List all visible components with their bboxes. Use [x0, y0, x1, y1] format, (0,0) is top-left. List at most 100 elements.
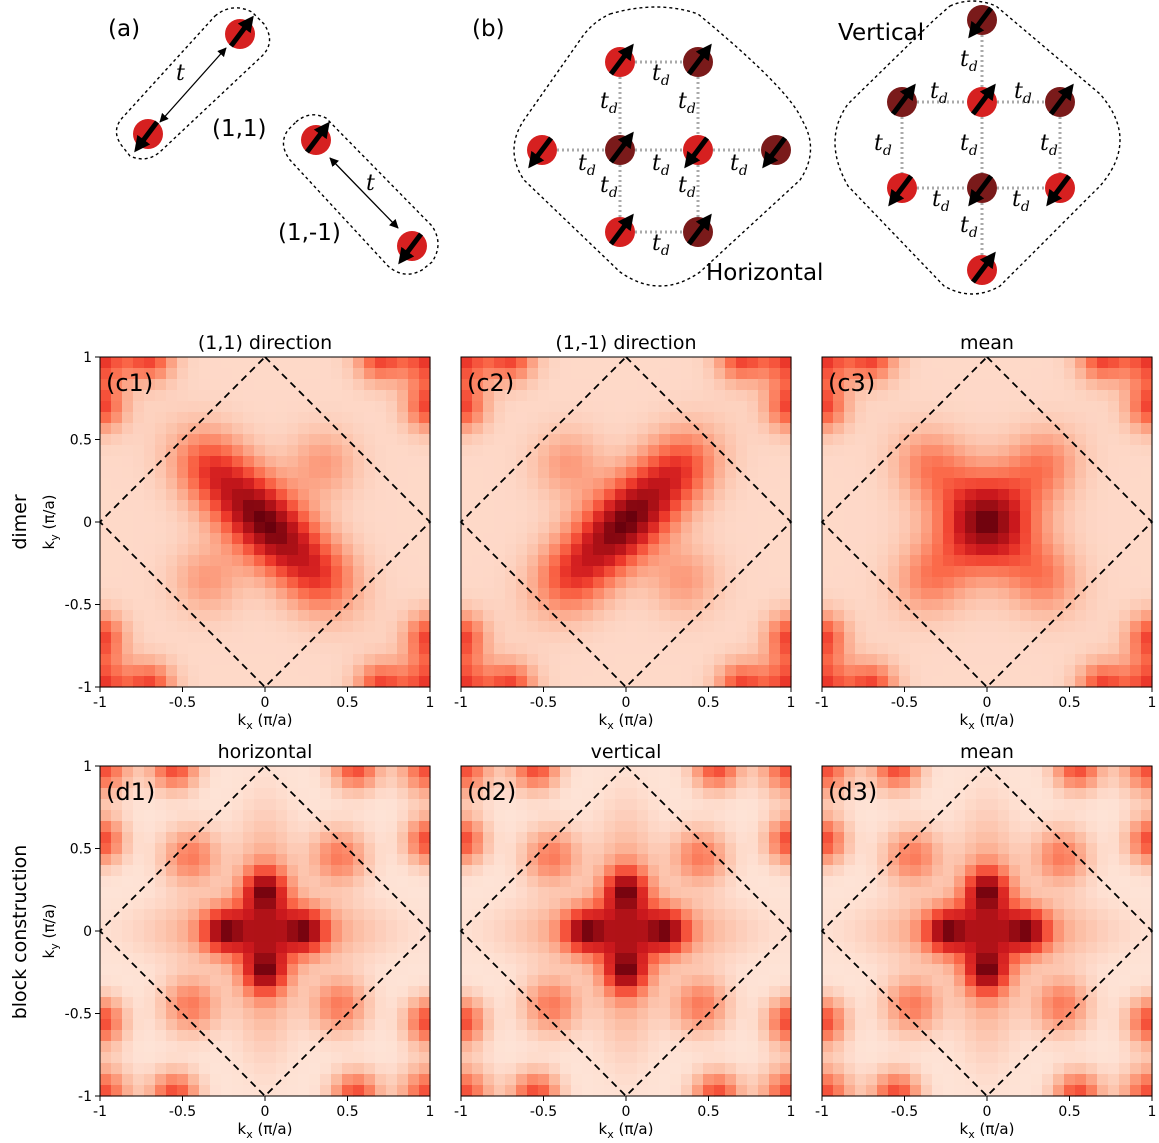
heatmap-cell	[899, 511, 911, 523]
heatmap-cell	[166, 986, 178, 998]
heatmap-cell	[375, 533, 387, 545]
heatmap-cell	[375, 544, 387, 556]
heatmap-cell	[133, 588, 145, 600]
x-tick-label: -0.5	[169, 1104, 196, 1120]
heatmap-cell	[472, 434, 484, 446]
heatmap-cell	[144, 1008, 156, 1020]
heatmap-cell	[155, 799, 167, 811]
heatmap-cell	[210, 942, 222, 954]
heatmap-cell	[320, 533, 332, 545]
heatmap-cell	[987, 599, 999, 611]
heatmap-cell	[725, 654, 737, 666]
heatmap-cell	[309, 997, 321, 1009]
heatmap-cell	[943, 533, 955, 545]
heatmap-cell	[998, 588, 1010, 600]
td-label-sub: d	[609, 101, 618, 117]
heatmap-cell	[538, 423, 550, 435]
heatmap-cell	[100, 632, 112, 644]
heatmap-cell	[769, 788, 781, 800]
heatmap-cell	[571, 423, 583, 435]
heatmap-cell	[210, 412, 222, 424]
heatmap-cell	[397, 390, 409, 402]
site	[1045, 87, 1075, 117]
heatmap-cell	[833, 588, 845, 600]
heatmap-cell	[571, 467, 583, 479]
heatmap-cell	[494, 357, 506, 369]
heatmap-cell	[593, 1085, 605, 1097]
heatmap-cell	[747, 766, 759, 778]
heatmap-cell	[397, 379, 409, 391]
heatmap-cell	[265, 821, 277, 833]
heatmap-cell	[604, 445, 616, 457]
heatmap-cell	[364, 931, 376, 943]
heatmap-cell	[615, 1074, 627, 1086]
heatmap-cell	[670, 766, 682, 778]
heatmap-cell	[210, 555, 222, 567]
heatmap-cell	[133, 865, 145, 877]
heatmap-cell	[408, 887, 420, 899]
heatmap-cell	[822, 953, 834, 965]
heatmap-cell	[877, 953, 889, 965]
heatmap-cell	[877, 357, 889, 369]
heatmap-cell	[877, 533, 889, 545]
heatmap-cell	[877, 654, 889, 666]
heatmap-cell	[309, 599, 321, 611]
heatmap-cell	[309, 953, 321, 965]
td-label: td	[1012, 187, 1030, 215]
heatmap-cell	[626, 788, 638, 800]
heatmap-cell	[320, 445, 332, 457]
heatmap-cell	[758, 964, 770, 976]
heatmap-cell	[932, 621, 944, 633]
heatmap-cell	[866, 665, 878, 677]
heatmap-cell	[397, 566, 409, 578]
heatmap-cell	[1075, 368, 1087, 380]
heatmap-cell	[221, 1008, 233, 1020]
heatmap-cell	[527, 610, 539, 622]
heatmap-cell	[549, 665, 561, 677]
heatmap-cell	[353, 1041, 365, 1053]
heatmap-cell	[877, 511, 889, 523]
heatmap-cell	[287, 665, 299, 677]
heatmap-cell	[681, 1052, 693, 1064]
heatmap-cell	[408, 964, 420, 976]
heatmap-cell	[342, 610, 354, 622]
heatmap-cell	[309, 909, 321, 921]
heatmap-cell	[582, 511, 594, 523]
heatmap-cell	[265, 931, 277, 943]
heatmap-cell	[725, 511, 737, 523]
heatmap-cell	[736, 357, 748, 369]
heatmap-cell	[111, 401, 123, 413]
heatmap-cell	[582, 1008, 594, 1020]
heatmap-cell	[166, 676, 178, 688]
heatmap-cell	[626, 423, 638, 435]
heatmap-cell	[364, 368, 376, 380]
heatmap-cell	[309, 1008, 321, 1020]
heatmap-cell	[670, 599, 682, 611]
heatmap-cell	[758, 379, 770, 391]
td-label-sub: d	[941, 199, 950, 215]
td-label-sub: d	[1021, 199, 1030, 215]
heatmap-cell	[144, 1063, 156, 1075]
heatmap-cell	[921, 577, 933, 589]
heatmap-cell	[747, 676, 759, 688]
heatmap-cell	[483, 610, 495, 622]
heatmap-cell	[747, 909, 759, 921]
heatmap-cell	[932, 500, 944, 512]
heatmap-cell	[833, 665, 845, 677]
heatmap-cell	[769, 1074, 781, 1086]
heatmap-cell	[769, 390, 781, 402]
heatmap-cell	[408, 478, 420, 490]
heatmap-cell	[320, 920, 332, 932]
heatmap-cell	[144, 643, 156, 655]
heatmap-cell	[725, 1041, 737, 1053]
heatmap-cell	[397, 832, 409, 844]
heatmap-cell	[538, 555, 550, 567]
heatmap-cell	[593, 610, 605, 622]
heatmap-cell	[1053, 489, 1065, 501]
heatmap-cell	[516, 1085, 528, 1097]
heatmap-cell	[276, 533, 288, 545]
heatmap-cell	[287, 898, 299, 910]
heatmap-cell	[637, 621, 649, 633]
heatmap-cell	[932, 423, 944, 435]
heatmap-cell	[298, 876, 310, 888]
